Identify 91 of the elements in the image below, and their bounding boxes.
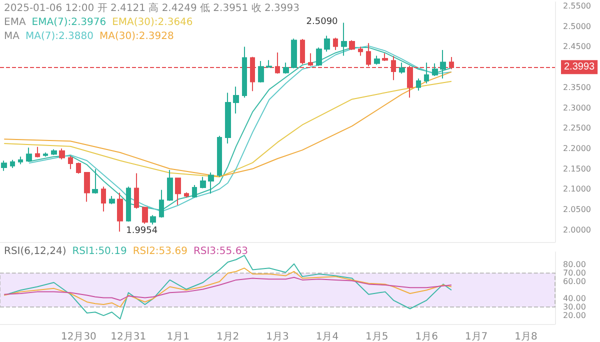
candlestick: [184, 192, 189, 198]
annotation: MA: [4, 31, 20, 42]
text: RSI3:55.63: [193, 246, 248, 257]
candlestick: [35, 146, 40, 158]
x-tick-label: 1月3: [266, 332, 289, 342]
y-tick-label: 2.3500: [563, 82, 591, 92]
y-tick-label: 2.0000: [563, 225, 591, 234]
candlestick: [192, 184, 197, 198]
text: MA(7):2.3880: [25, 31, 94, 42]
y-tick-label: 2.5000: [563, 22, 591, 31]
candlestick: [399, 62, 405, 74]
candlestick: [374, 55, 380, 66]
candlestick: [10, 159, 15, 168]
x-tick-label: 12月30: [60, 332, 96, 342]
x-tick-label: 1月5: [366, 332, 388, 342]
candlestick: [167, 170, 173, 202]
annotation: EMA: [4, 17, 26, 28]
candlestick: [440, 50, 446, 79]
y-tick-label: 20.00: [563, 311, 586, 320]
candlestick: [200, 176, 206, 189]
y-tick-label: 2.3000: [563, 103, 591, 112]
chart-title: RSI(6,12,24): [4, 246, 66, 257]
y-tick-label: 40.00: [563, 294, 586, 304]
x-tick-label: 12月31: [110, 332, 146, 342]
x-tick-label: 1月4: [316, 332, 339, 342]
candlestick: [266, 60, 272, 68]
candlestick: [283, 62, 289, 74]
y-tick-label: 2.2500: [563, 124, 591, 133]
candlestick: [217, 135, 222, 178]
x-tick-label: 1月8: [514, 332, 538, 342]
candlestick: [300, 38, 305, 65]
candlestick: [349, 40, 355, 50]
candlestick: [258, 60, 264, 84]
annotation: 1.9954: [126, 226, 158, 236]
annotation: 2025-01-06 12:00 开 2.4121 高 2.4249 低 2.3951 收 2.3993: [4, 3, 300, 14]
candlestick: [109, 196, 115, 205]
candlestick: [341, 22, 347, 56]
candlestick: [175, 178, 181, 206]
annotation: 2.5090: [306, 16, 338, 27]
y-tick-label: 2.5500: [563, 2, 591, 11]
candlestick: [208, 172, 214, 194]
candlestick: [382, 52, 388, 62]
y-tick-label: 80.00: [563, 260, 586, 270]
candlestick: [358, 46, 363, 56]
candlestick: [291, 38, 297, 69]
candlestick: [432, 62, 438, 77]
y-tick-label: 2.0500: [563, 204, 591, 214]
text: MA(30):2.3928: [99, 31, 174, 42]
ref-line-label: 2.3993: [564, 62, 596, 73]
text: EMA(30):2.3646: [112, 17, 193, 28]
x-tick-label: 1月2: [216, 332, 240, 342]
candlestick: [76, 162, 81, 174]
candlestick: [101, 186, 106, 212]
text: EMA(7):2.3976: [32, 17, 106, 28]
candlestick: [26, 147, 32, 162]
candlestick: [242, 46, 247, 98]
x-tick-label: 1月1: [166, 332, 190, 342]
candlestick: [416, 78, 421, 92]
candlestick: [233, 86, 239, 114]
candlestick: [117, 192, 123, 232]
candlestick: [126, 186, 131, 222]
y-tick-label: 2.4500: [563, 42, 591, 52]
candlestick: [18, 156, 23, 165]
candlestick: [159, 189, 164, 218]
y-tick-label: 2.2000: [563, 144, 591, 153]
line-series: [4, 276, 452, 301]
text: RSI2:53.69: [132, 246, 188, 257]
text: RSI1:50.19: [72, 246, 127, 257]
candlestick: [333, 37, 338, 50]
candlestick: [150, 214, 156, 226]
candlestick: [92, 168, 98, 194]
candlestick: [142, 206, 148, 224]
candlestick: [84, 172, 90, 202]
candlestick: [225, 92, 231, 144]
candlestick: [424, 62, 429, 84]
candlestick: [51, 148, 57, 156]
line-series: [4, 268, 452, 308]
candlestick: [316, 47, 322, 66]
candlestick: [59, 148, 65, 160]
y-tick-label: 70.00: [563, 268, 586, 278]
y-tick-label: 60.00: [563, 277, 586, 286]
candlestick: [43, 152, 48, 158]
candlestick: [68, 155, 73, 170]
x-tick-label: 1月6: [415, 332, 438, 342]
candlestick: [1, 160, 7, 172]
y-tick-label: 2.1500: [563, 164, 591, 174]
x-tick-label: 1月7: [464, 332, 488, 342]
candlestick: [134, 172, 139, 210]
y-tick-label: 2.1000: [563, 184, 591, 194]
candlestick: [324, 35, 330, 52]
y-tick-label: 30.00: [563, 302, 586, 312]
